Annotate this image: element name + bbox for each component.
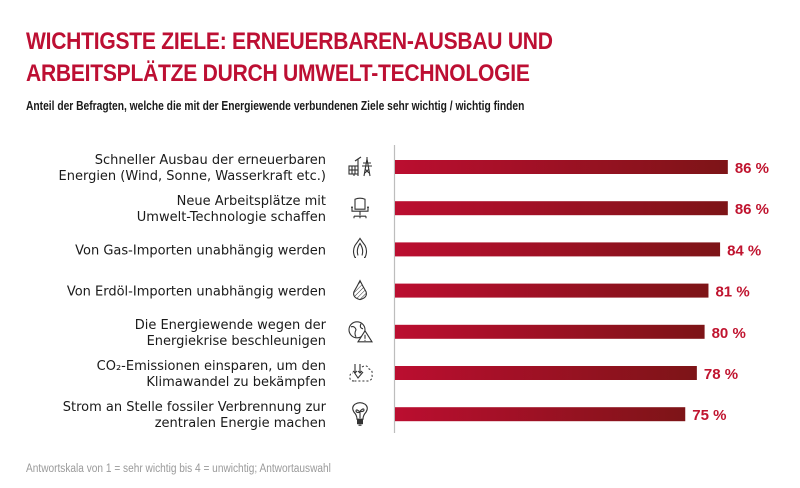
category-label-1: Schneller Ausbau der erneuerbaren Energie…: [59, 153, 327, 184]
value-label-3: 84 %: [727, 242, 761, 259]
globe-warning-icon: [348, 321, 374, 343]
bar-1: [395, 160, 728, 174]
value-label-1: 86 %: [735, 160, 769, 177]
lightbulb-plant-icon: [352, 402, 368, 426]
renewables-icon: [348, 156, 372, 177]
category-label-5: Die Energiewende wegen der Energiekrise b…: [135, 318, 327, 349]
value-label-6: 78 %: [704, 366, 738, 383]
oil-drop-icon: [353, 279, 367, 301]
gas-flame-icon: [352, 237, 368, 258]
chart-title-line-1: WICHTIGSTE ZIELE: ERNEUERBAREN-AUSBAU UN…: [26, 28, 553, 55]
bar-5: [395, 324, 705, 339]
value-label-4: 81 %: [715, 284, 749, 301]
bar-4: [395, 283, 709, 298]
category-label-7: Strom an Stelle fossiler Verbrennung zur…: [63, 400, 327, 431]
chart-title: WICHTIGSTE ZIELE: ERNEUERBAREN-AUSBAU UN…: [26, 26, 553, 90]
bar-6: [395, 366, 697, 380]
chart-subtitle: Anteil der Befragten, welche die mit der…: [26, 99, 525, 113]
office-chair-icon: [351, 197, 369, 219]
bar-3: [395, 242, 721, 257]
bars-group: [395, 160, 728, 422]
bar-2: [395, 201, 728, 216]
icons-group: [348, 156, 374, 426]
category-label-3: Von Gas-Importen unabhängig werden: [75, 243, 326, 258]
chart-title-line-2: ARBEITSPLÄTZE DURCH UMWELT-TECHNOLOGIE: [26, 60, 530, 87]
value-label-7: 75 %: [692, 407, 726, 424]
bar-7: [395, 407, 686, 422]
value-label-2: 86 %: [735, 201, 769, 218]
category-label-2: Neue Arbeitsplätze mit Umwelt-Technologie…: [137, 194, 326, 225]
category-label-4: Von Erdöl-Importen unabhängig werden: [67, 285, 326, 300]
value-labels-group: 86 % 86 % 84 % 81 % 80 % 78 % 75 %: [692, 160, 769, 424]
value-label-5: 80 %: [712, 325, 746, 342]
category-label-6: CO₂-Emissionen einsparen, um den Klimawan…: [97, 359, 326, 390]
footnote: Antwortskala von 1 = sehr wichtig bis 4 …: [26, 463, 331, 475]
category-labels-group: Schneller Ausbau der erneuerbaren Energie…: [59, 153, 327, 431]
co2-cloud-icon: [349, 364, 373, 382]
